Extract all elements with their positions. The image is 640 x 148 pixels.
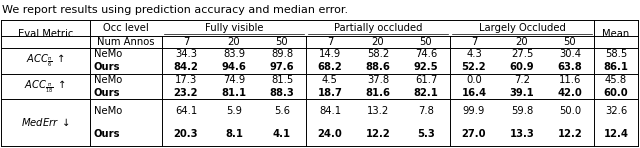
Text: 63.8: 63.8 <box>557 62 582 72</box>
Text: 16.4: 16.4 <box>461 88 486 98</box>
Text: 4.3: 4.3 <box>466 49 482 59</box>
Text: Ours: Ours <box>94 62 120 72</box>
Text: 88.6: 88.6 <box>365 62 390 72</box>
Text: 50: 50 <box>420 37 432 47</box>
Text: 60.0: 60.0 <box>604 88 628 98</box>
Text: 7: 7 <box>183 37 189 47</box>
Text: $ACC_{\frac{\pi}{6}}$ $\uparrow$: $ACC_{\frac{\pi}{6}}$ $\uparrow$ <box>26 52 65 69</box>
Text: Largely Occluded: Largely Occluded <box>479 23 565 33</box>
Text: 60.9: 60.9 <box>509 62 534 72</box>
Text: 50: 50 <box>564 37 576 47</box>
Text: 50: 50 <box>276 37 288 47</box>
Text: 83.9: 83.9 <box>223 49 245 59</box>
Text: 4.1: 4.1 <box>273 129 291 139</box>
Text: 5.6: 5.6 <box>274 106 290 116</box>
Text: 97.6: 97.6 <box>269 62 294 72</box>
Text: $MedErr$ $\downarrow$: $MedErr$ $\downarrow$ <box>21 117 70 128</box>
Text: 7.2: 7.2 <box>514 75 530 85</box>
Text: 20: 20 <box>228 37 240 47</box>
Text: Eval Metric: Eval Metric <box>18 29 73 39</box>
Text: 58.5: 58.5 <box>605 49 627 59</box>
Text: 34.3: 34.3 <box>175 49 197 59</box>
Text: Fully visible: Fully visible <box>205 23 263 33</box>
Text: 94.6: 94.6 <box>221 62 246 72</box>
Text: 37.8: 37.8 <box>367 75 389 85</box>
Text: 23.2: 23.2 <box>173 88 198 98</box>
Text: 86.1: 86.1 <box>604 62 628 72</box>
Text: NeMo: NeMo <box>94 49 122 59</box>
Text: 5.9: 5.9 <box>226 106 242 116</box>
Text: Partially occluded: Partially occluded <box>333 23 422 33</box>
Text: 42.0: 42.0 <box>557 88 582 98</box>
Text: NeMo: NeMo <box>94 75 122 85</box>
Text: 81.6: 81.6 <box>365 88 390 98</box>
Text: 30.4: 30.4 <box>559 49 581 59</box>
Text: 32.6: 32.6 <box>605 106 627 116</box>
Text: 82.1: 82.1 <box>413 88 438 98</box>
Text: NeMo: NeMo <box>94 106 122 116</box>
Text: 24.0: 24.0 <box>317 129 342 139</box>
Text: 4.5: 4.5 <box>322 75 338 85</box>
Text: 20: 20 <box>516 37 528 47</box>
Text: 84.1: 84.1 <box>319 106 341 116</box>
Text: 0.0: 0.0 <box>466 75 482 85</box>
Text: 13.3: 13.3 <box>509 129 534 139</box>
Text: $ACC_{\frac{\pi}{18}}$ $\uparrow$: $ACC_{\frac{\pi}{18}}$ $\uparrow$ <box>24 78 67 95</box>
Text: 58.2: 58.2 <box>367 49 389 59</box>
Text: 61.7: 61.7 <box>415 75 437 85</box>
Text: Ours: Ours <box>94 88 120 98</box>
Text: 88.3: 88.3 <box>269 88 294 98</box>
Text: 59.8: 59.8 <box>511 106 533 116</box>
Text: 99.9: 99.9 <box>463 106 485 116</box>
Text: 81.1: 81.1 <box>221 88 246 98</box>
Text: 81.5: 81.5 <box>271 75 293 85</box>
Text: Ours: Ours <box>94 129 120 139</box>
Text: 89.8: 89.8 <box>271 49 293 59</box>
Text: 27.0: 27.0 <box>461 129 486 139</box>
Text: Occ level: Occ level <box>103 23 149 33</box>
Text: 74.9: 74.9 <box>223 75 245 85</box>
Text: 17.3: 17.3 <box>175 75 197 85</box>
Text: 11.6: 11.6 <box>559 75 581 85</box>
Text: 12.4: 12.4 <box>604 129 628 139</box>
Text: 13.2: 13.2 <box>367 106 389 116</box>
Text: 52.2: 52.2 <box>461 62 486 72</box>
Text: 7.8: 7.8 <box>418 106 434 116</box>
Text: 14.9: 14.9 <box>319 49 341 59</box>
Text: 12.2: 12.2 <box>365 129 390 139</box>
Text: 39.1: 39.1 <box>509 88 534 98</box>
Text: We report results using prediction accuracy and median error.: We report results using prediction accur… <box>2 5 348 15</box>
Text: 84.2: 84.2 <box>173 62 198 72</box>
Text: 74.6: 74.6 <box>415 49 437 59</box>
Text: 7: 7 <box>471 37 477 47</box>
Text: 7: 7 <box>327 37 333 47</box>
Text: 18.7: 18.7 <box>317 88 342 98</box>
Text: 12.2: 12.2 <box>557 129 582 139</box>
Text: Mean: Mean <box>602 29 630 39</box>
Text: 50.0: 50.0 <box>559 106 581 116</box>
Text: 92.5: 92.5 <box>413 62 438 72</box>
Text: Num Annos: Num Annos <box>97 37 155 47</box>
Text: 68.2: 68.2 <box>317 62 342 72</box>
Text: 8.1: 8.1 <box>225 129 243 139</box>
Text: 45.8: 45.8 <box>605 75 627 85</box>
Text: 20: 20 <box>372 37 384 47</box>
Text: 64.1: 64.1 <box>175 106 197 116</box>
Text: 27.5: 27.5 <box>511 49 533 59</box>
Text: 20.3: 20.3 <box>173 129 198 139</box>
Text: 5.3: 5.3 <box>417 129 435 139</box>
